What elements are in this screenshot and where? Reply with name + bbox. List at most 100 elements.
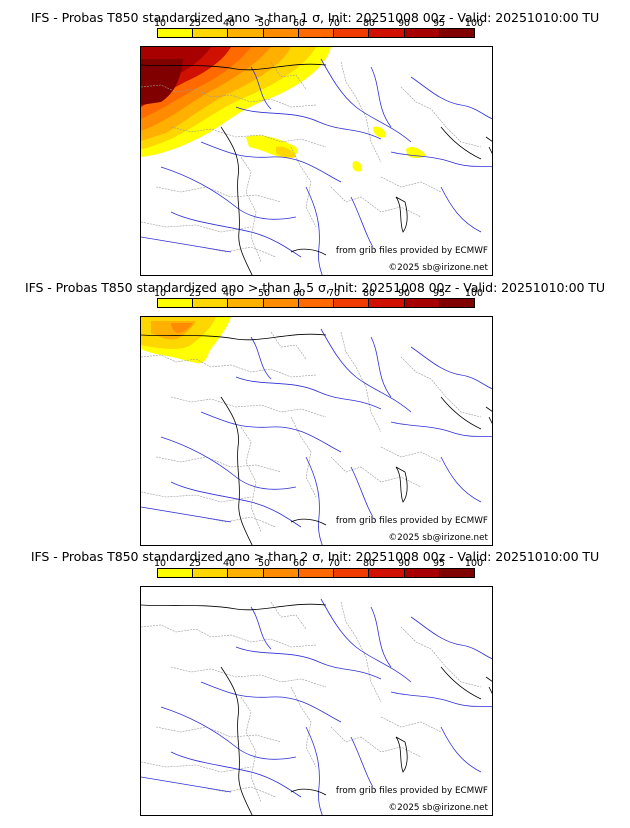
probability-contour (373, 126, 386, 138)
colorbar-swatch (334, 299, 370, 307)
colorbar-swatch (404, 29, 440, 37)
coastline (485, 136, 492, 154)
river (141, 236, 232, 253)
colorbar-tick-label: 60 (292, 18, 306, 29)
copyright-notice: ©2025 sb@irizone.net (388, 263, 488, 273)
colorbar-swatch (439, 569, 474, 577)
admin-border (380, 446, 442, 463)
colorbar-tick-label: 70 (327, 288, 341, 299)
admin-border (141, 624, 317, 648)
coastline (220, 666, 253, 815)
colorbar-swatch (193, 569, 229, 577)
colorbar-swatch (439, 29, 474, 37)
river (160, 436, 297, 490)
colorbar-swatch (298, 569, 335, 577)
admin-border (340, 331, 382, 433)
panel-title: IFS - Probas T850 standardized ano > tha… (24, 280, 606, 295)
admin-border (400, 626, 482, 688)
admin-border (240, 426, 262, 533)
colorbar-tick-label: 90 (397, 18, 411, 29)
admin-border (141, 354, 317, 378)
colorbar-swatch (369, 299, 405, 307)
admin-border (270, 61, 307, 90)
river (141, 506, 232, 523)
map-canvas (141, 598, 492, 815)
river (440, 456, 482, 503)
coastline (485, 676, 492, 694)
colorbar-tick-label: 25 (188, 288, 202, 299)
colorbar-swatch (158, 569, 194, 577)
admin-border (170, 126, 327, 148)
river (160, 166, 297, 220)
map-area: from grib files provided by ECMWF ©2025 … (140, 586, 493, 816)
river (160, 706, 297, 760)
admin-border (200, 516, 277, 528)
admin-border (141, 761, 252, 773)
admin-border (330, 456, 422, 488)
colorbar-tick-label: 100 (464, 18, 484, 29)
colorbar-tick-label: 10 (153, 558, 167, 569)
colorbar-swatch (404, 299, 440, 307)
coastline (395, 466, 408, 503)
river (440, 726, 482, 773)
river (320, 58, 412, 143)
colorbar-swatch (334, 29, 370, 37)
admin-border (270, 331, 307, 360)
admin-border (290, 146, 317, 228)
copyright-notice: ©2025 sb@irizone.net (388, 803, 488, 813)
river (320, 598, 412, 683)
coastline (141, 63, 327, 71)
river (390, 691, 492, 708)
map-panel-1: IFS - Probas T850 standardized ano > tha… (0, 0, 630, 276)
colorbar-tick-label: 10 (153, 18, 167, 29)
admin-border (141, 221, 252, 233)
colorbar-tick-label: 40 (222, 288, 236, 299)
river (170, 751, 302, 798)
colorbar-tick-label: 60 (292, 288, 306, 299)
probability-contour (171, 323, 193, 333)
colorbar-tick-label: 100 (464, 288, 484, 299)
colorbar-tick-label: 95 (432, 288, 446, 299)
colorbar-tick-label: 80 (362, 288, 376, 299)
river (370, 336, 392, 398)
river (141, 776, 232, 793)
colorbar-swatch (193, 29, 229, 37)
river (350, 196, 377, 253)
map-panel-3: IFS - Probas T850 standardized ano > tha… (0, 540, 630, 816)
colorbar-tick-label: 40 (222, 18, 236, 29)
coastline (440, 396, 482, 430)
river (440, 186, 482, 233)
river (410, 346, 492, 390)
river (390, 421, 492, 438)
colorbar-swatch (158, 29, 194, 37)
admin-border (155, 726, 282, 743)
colorbar-tick-label: 70 (327, 558, 341, 569)
colorbar-tick-label: 90 (397, 288, 411, 299)
colorbar-tick-label: 40 (222, 558, 236, 569)
colorbar-swatch (298, 299, 335, 307)
colorbar-tick-label: 90 (397, 558, 411, 569)
map-area: from grib files provided by ECMWF ©2025 … (140, 46, 493, 276)
probability-contour (276, 146, 296, 158)
colorbar-swatch (228, 569, 264, 577)
map-panel-2: IFS - Probas T850 standardized ano > tha… (0, 270, 630, 546)
colorbar-swatch (298, 29, 335, 37)
coastline (220, 126, 253, 275)
admin-border (240, 156, 262, 263)
admin-border (155, 186, 282, 203)
admin-border (340, 61, 382, 163)
admin-border (141, 491, 252, 503)
river (350, 736, 377, 793)
river (320, 328, 412, 413)
coastline (290, 248, 327, 256)
colorbar-tick-labels: 10 25 40 50 60 70 80 90 95 100 (140, 288, 483, 299)
colorbar-tick-label: 95 (432, 18, 446, 29)
colorbar-tick-label: 95 (432, 558, 446, 569)
river (200, 681, 342, 723)
river (200, 141, 342, 183)
map-canvas (141, 47, 492, 275)
river (235, 646, 382, 680)
colorbar-tick-label: 50 (257, 18, 271, 29)
admin-border (330, 186, 422, 218)
colorbar-tick-labels: 10 25 40 50 60 70 80 90 95 100 (140, 18, 483, 29)
